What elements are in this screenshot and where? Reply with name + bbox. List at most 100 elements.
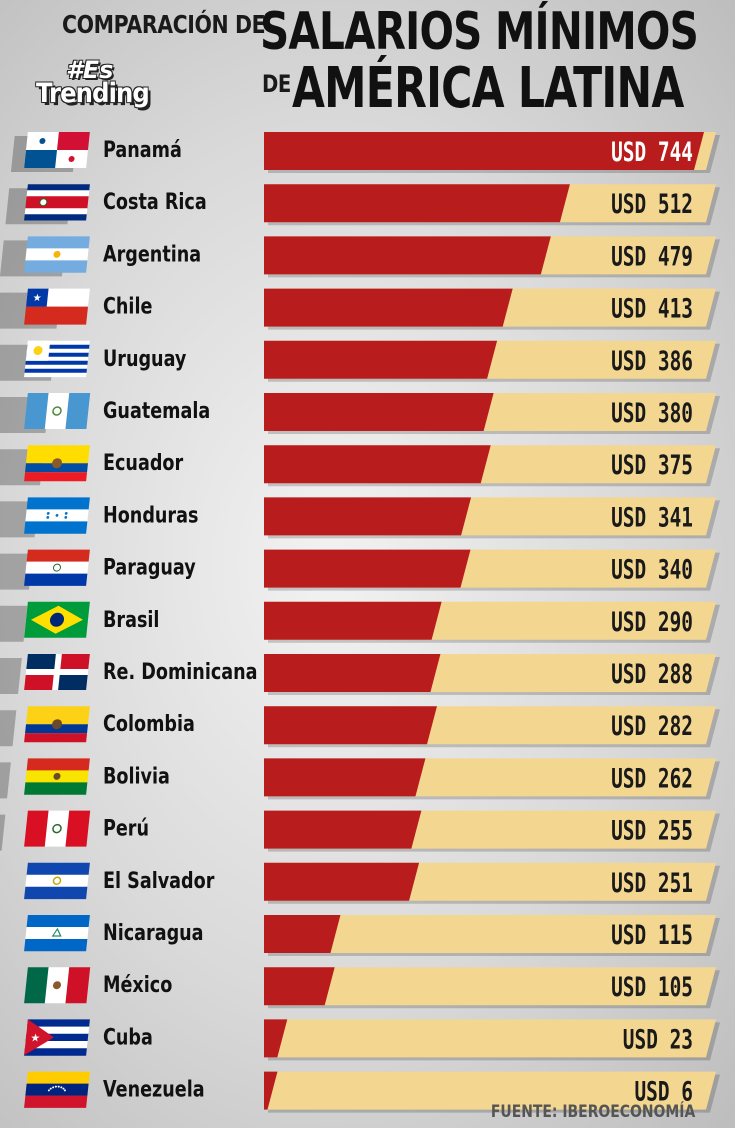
country-label: México [103, 972, 172, 997]
paraguay-flag-icon [24, 549, 90, 586]
bar-row: Perú USD 255 [0, 810, 720, 852]
brand-logo: #Es Trending [36, 56, 196, 116]
bar [264, 288, 513, 327]
value-label: USD 386 [611, 345, 693, 377]
chile-flag-icon: ★ [24, 288, 90, 325]
venezuela-flag-icon [24, 1071, 90, 1108]
bar-row: Venezuela USD 6 [24, 1071, 720, 1113]
country-label: Venezuela [103, 1077, 205, 1102]
bar [264, 601, 442, 640]
bolivia-flag-icon [24, 758, 90, 795]
dominican-republic-flag-icon [24, 654, 90, 690]
argentina-flag-icon [24, 236, 90, 273]
value-label: USD 23 [623, 1023, 693, 1055]
value-label: USD 262 [611, 762, 693, 794]
bar [264, 758, 426, 797]
value-label: USD 105 [611, 971, 693, 1003]
cuba-flag-icon: ★ [24, 1019, 90, 1056]
bar [264, 967, 335, 1006]
country-label: Uruguay [103, 346, 186, 371]
bar-row: México USD 105 [24, 967, 720, 1009]
brasil-flag-icon [24, 601, 90, 638]
value-label: USD 115 [611, 919, 693, 951]
title-line1: COMPARACIÓN DE [62, 10, 266, 39]
bar-row: Colombia USD 282 [0, 706, 720, 748]
bar-track [264, 967, 716, 1006]
svg-text:★: ★ [32, 293, 42, 304]
title-line2-de: DE [262, 70, 291, 98]
svg-text:★: ★ [30, 1031, 41, 1044]
peru-flag-icon [24, 810, 91, 847]
bar-row: Brasil USD 290 [0, 601, 720, 643]
source-note: FUENTE: IBEROECONOMÍA [490, 1102, 695, 1122]
country-label: Re. Dominicana [103, 659, 258, 684]
country-label: El Salvador [103, 868, 215, 893]
bar-track [264, 1019, 716, 1058]
bar [264, 915, 341, 953]
bar [264, 497, 472, 536]
honduras-flag-icon [24, 497, 90, 534]
bar [264, 184, 570, 223]
bar [264, 393, 494, 431]
country-label: Guatemala [103, 398, 210, 423]
value-label: USD 290 [611, 606, 693, 638]
country-label: Paraguay [103, 555, 196, 580]
bar [264, 1019, 288, 1058]
brand-word: Trending [36, 78, 150, 109]
ecuador-flag-icon [24, 445, 90, 482]
value-label: USD 255 [611, 814, 693, 846]
bar [264, 132, 704, 170]
el-salvador-flag-icon [24, 862, 90, 900]
bar [264, 340, 498, 379]
country-label: Panamá [103, 137, 182, 162]
bar-row: Honduras USD 341 [0, 497, 720, 539]
bar-row: Re. Dominicana USD 288 [0, 654, 720, 695]
country-label: Bolivia [103, 764, 170, 789]
uruguay-flag-icon [24, 340, 90, 378]
bar-track [264, 1071, 716, 1110]
bar-row: Panamá USD 744 [10, 132, 720, 173]
country-label: Costa Rica [103, 189, 207, 214]
guatemala-flag-icon [24, 393, 91, 429]
value-label: USD 6 [634, 1075, 693, 1107]
bar [264, 810, 422, 849]
bar-row: Bolivia USD 262 [0, 758, 720, 800]
bar [264, 445, 491, 484]
bar [264, 1071, 278, 1110]
bar-row: Nicaragua USD 115 [24, 915, 720, 956]
bar [264, 654, 441, 692]
value-label: USD 340 [611, 553, 693, 585]
bar [264, 706, 437, 745]
value-label: USD 380 [611, 397, 693, 429]
country-label: Cuba [103, 1025, 153, 1050]
value-label: USD 744 [611, 136, 693, 168]
country-label: Perú [103, 816, 149, 841]
value-label: USD 375 [611, 449, 693, 481]
bar-row: Costa Rica USD 512 [5, 184, 720, 226]
nicaragua-flag-icon [24, 915, 90, 952]
brand-tag: #Es [66, 56, 114, 84]
country-label: Colombia [103, 711, 195, 736]
bar-row: El Salvador USD 251 [24, 862, 720, 904]
value-label: USD 479 [611, 240, 693, 272]
value-label: USD 288 [611, 658, 693, 690]
colombia-flag-icon [24, 706, 90, 743]
bar-row: ★ Cuba USD 23 [24, 1019, 720, 1061]
country-label: Ecuador [103, 450, 183, 475]
bar-row: Paraguay USD 340 [0, 549, 720, 591]
panama-flag-icon [24, 132, 90, 168]
value-label: USD 251 [611, 867, 693, 899]
bar [264, 862, 420, 901]
title-main1: SALARIOS MÍNIMOS [260, 2, 699, 62]
costa-rica-flag-icon [24, 184, 90, 221]
mexico-flag-icon [24, 967, 91, 1004]
bar [264, 549, 471, 588]
bar-row: Uruguay USD 386 [0, 340, 720, 382]
bar-row: Ecuador USD 375 [0, 445, 720, 487]
bar-row: ★ Chile USD 413 [0, 288, 720, 330]
country-label: Chile [103, 294, 152, 319]
bar-row: Argentina USD 479 [0, 236, 720, 278]
bar-row: Guatemala USD 380 [0, 393, 720, 434]
header: COMPARACIÓN DE SALARIOS MÍNIMOS DE AMÉRI… [0, 0, 735, 128]
